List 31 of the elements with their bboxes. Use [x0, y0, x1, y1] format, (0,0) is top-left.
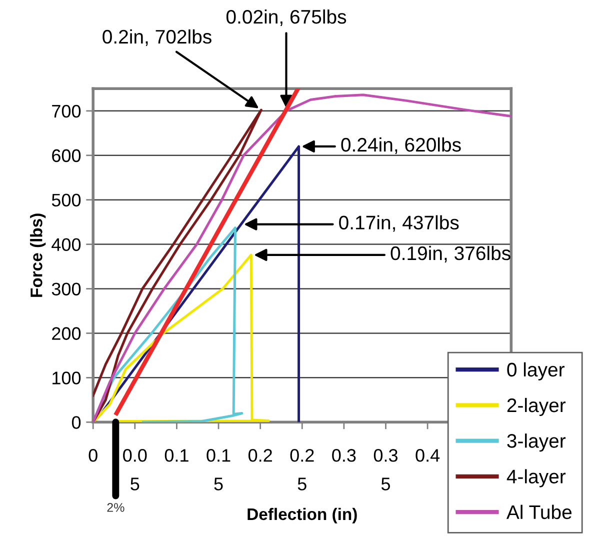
annotation: 0.19in, 376lbs — [390, 246, 510, 262]
y-tick-label: 600 — [52, 149, 81, 162]
legend-label: 0 layer — [507, 362, 564, 380]
x-tick-label: 0.1 5 — [206, 449, 230, 490]
annotation: 0.24in, 620lbs — [341, 137, 461, 154]
annotation: 0.2in, 702lbs — [102, 29, 212, 46]
y-tick-label: 0 — [72, 416, 81, 429]
y-tick-label: 700 — [52, 104, 81, 118]
x-tick-label: 0.1 — [164, 449, 188, 462]
x-axis-title: Deflection (in) — [248, 508, 357, 524]
x-tick-label: 0.2 — [248, 449, 272, 462]
legend-label: Al Tube — [506, 504, 572, 520]
line-series — [93, 108, 262, 422]
annotation: 0.02in, 675lbs — [226, 9, 346, 26]
y-tick-label: 100 — [52, 372, 81, 384]
legend-label: 3-layer — [507, 434, 566, 452]
y-tick-label: 500 — [52, 194, 81, 207]
y-tick-label: 300 — [52, 282, 81, 296]
y-tick-label: 400 — [52, 238, 81, 252]
x-tick-label: 0.0 5 — [123, 449, 147, 490]
x-tick-label: 0.4 — [416, 449, 440, 462]
x-tick-label: 0 — [88, 449, 98, 462]
annotation: 2% — [107, 503, 124, 512]
legend-label: 4-layer — [506, 469, 566, 488]
y-tick-label: 200 — [52, 327, 81, 340]
y-axis-title: Force (lbs) — [30, 214, 46, 297]
annotation: 0.17in, 437lbs — [339, 215, 459, 232]
x-tick-label: 0.2 5 — [290, 449, 314, 490]
legend-label: 2-layer — [507, 398, 566, 416]
x-tick-label: 0.3 5 — [374, 449, 398, 490]
x-tick-label: 0.3 — [332, 449, 356, 462]
